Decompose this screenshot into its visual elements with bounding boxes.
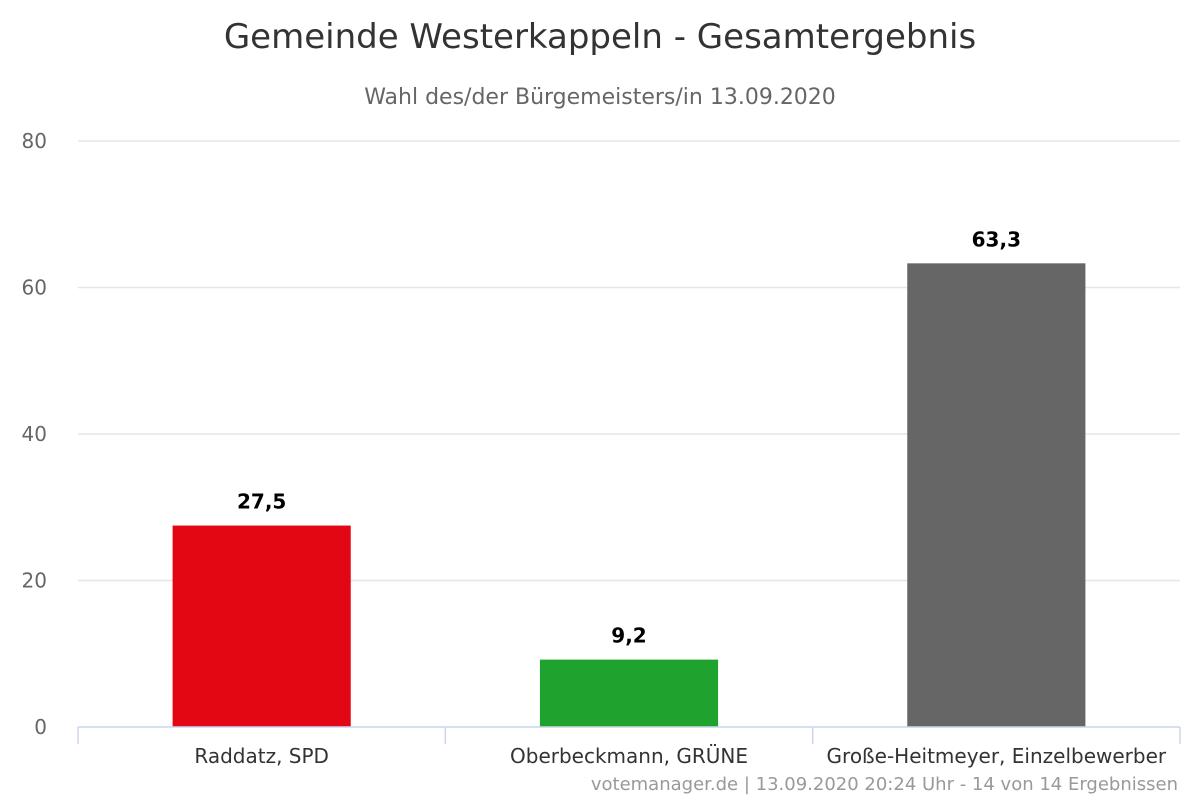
x-tick-label: Große-Heitmeyer, Einzelbewerber: [827, 744, 1167, 768]
x-tick-label: Oberbeckmann, GRÜNE: [510, 744, 748, 768]
chart-title: Gemeinde Westerkappeln - Gesamtergebnis: [224, 17, 976, 57]
y-tick-label: 80: [22, 129, 47, 153]
data-label: 9,2: [611, 624, 646, 648]
x-tick-label: Raddatz, SPD: [194, 744, 329, 768]
bar[interactable]: [172, 525, 351, 727]
y-tick-label: 60: [22, 276, 47, 300]
x-axis: Raddatz, SPD Oberbeckmann, GRÜNE Große-Hei…: [77, 726, 1181, 768]
credit-text[interactable]: votemanager.de | 13.09.2020 20:24 Uhr - …: [591, 774, 1178, 795]
y-tick-label: 40: [22, 422, 47, 446]
data-label: 63,3: [972, 227, 1021, 251]
bars: [172, 263, 1086, 727]
y-axis: 0 20 40 60 80: [22, 129, 47, 739]
bar[interactable]: [539, 659, 719, 727]
data-labels: 27,5 9,2 63,3: [237, 227, 1021, 647]
chart-subtitle: Wahl des/der Bürgemeisters/in 13.09.2020: [364, 85, 836, 110]
bar[interactable]: [907, 263, 1086, 727]
y-tick-label: 20: [22, 569, 47, 593]
data-label: 27,5: [237, 490, 286, 514]
y-tick-label: 0: [34, 715, 47, 739]
